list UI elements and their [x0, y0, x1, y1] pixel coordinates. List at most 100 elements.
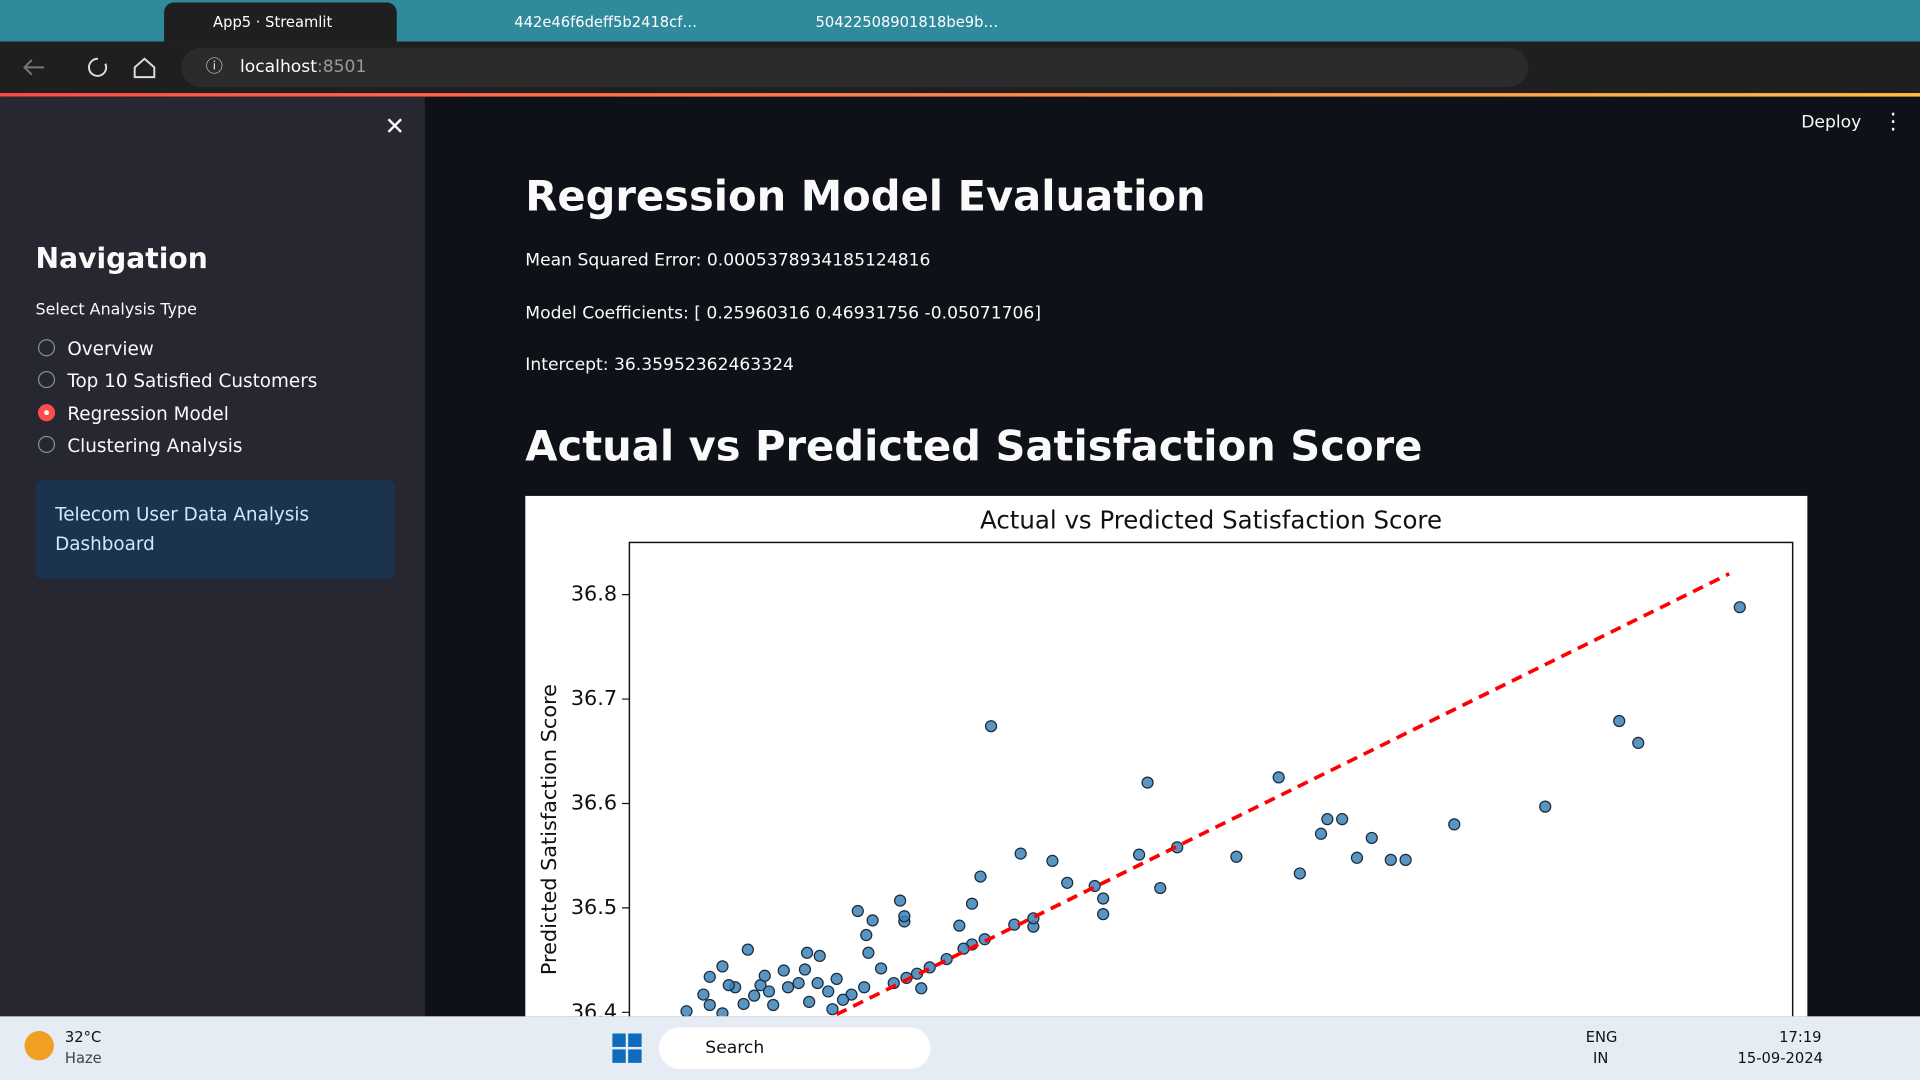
close-sidebar[interactable]: ✕ [384, 111, 406, 141]
scatter-point [1384, 853, 1397, 866]
scatter-point [1365, 831, 1378, 845]
metric-line: Mean Squared Error: 0.000537893418512481… [525, 251, 931, 271]
browser-tab[interactable]: App5 · Streamlit [164, 2, 397, 42]
radio-option[interactable]: Top 10 Satisfied Customers [36, 368, 318, 395]
scatter-point [1448, 818, 1461, 831]
deploy-button[interactable]: Deploy [1801, 112, 1862, 133]
scatter-point [1132, 848, 1146, 861]
scatter-point [965, 897, 979, 910]
scatter-point [758, 969, 771, 982]
scatter-point [798, 963, 812, 976]
scatter-point [716, 1007, 729, 1017]
menu-button[interactable]: ⋮ [1882, 108, 1905, 135]
scatter-point [1399, 853, 1412, 866]
radio-option[interactable]: Overview [36, 336, 154, 363]
scatter-point [1321, 813, 1334, 826]
scatter-point [915, 982, 928, 995]
taskbar: 32°C Haze Search ENG IN 17:19 15-09-2024 [0, 1016, 1920, 1080]
scatter-point [1097, 892, 1110, 905]
heading: Regression Model Evaluation [525, 172, 1206, 222]
scatter-point [1336, 813, 1349, 826]
scatter-point [1097, 908, 1110, 921]
y-tick-label: 36.4 [571, 999, 617, 1016]
radio-label: Select Analysis Type [35, 301, 197, 320]
weather-icon [24, 1031, 54, 1061]
scatter-point [1733, 601, 1746, 614]
scatter-point [741, 943, 754, 956]
scatter-point [860, 928, 873, 942]
scatter-point [792, 976, 805, 990]
clock-date: 15-09-2024 [1737, 1049, 1823, 1067]
browser-tab[interactable]: 50422508901818be9be9f0f4263 [815, 13, 1000, 31]
scatter-point [1141, 776, 1154, 789]
scatter-point [822, 985, 835, 998]
scatter-point [1632, 736, 1645, 750]
scatter-point [898, 910, 911, 923]
scatter-point [703, 970, 716, 983]
scatter-point [722, 979, 735, 992]
subheading: Actual vs Predicted Satisfaction Score [525, 422, 1423, 472]
radio-option[interactable]: Clustering Analysis [36, 432, 242, 459]
scatter-point [762, 985, 776, 998]
sidebar-title: Navigation [35, 243, 208, 276]
scatter-point [866, 914, 879, 927]
metric-line: Intercept: 36.35952362463324 [525, 355, 794, 375]
plot-frame [628, 541, 1794, 1017]
clock-time: 17:19 [1779, 1028, 1822, 1046]
info-icon: ⓘ [205, 57, 223, 78]
scatter-point [851, 904, 864, 918]
scatter-point [748, 989, 761, 1002]
scatter-point [716, 960, 729, 973]
scatter-point [697, 988, 710, 1001]
scatter-point [703, 998, 716, 1012]
tab-bar: App5 · Streamlit 442e46f6deff5b2418cfb8ad… [0, 0, 1920, 42]
app: ✕ Navigation Select Analysis Type Overvi… [0, 96, 1920, 1017]
scatter-point [874, 962, 888, 975]
language: ENG [1585, 1028, 1618, 1046]
nav-buttons[interactable] [20, 54, 167, 81]
scatter-point [1014, 847, 1027, 860]
scatter-point [1613, 714, 1626, 728]
scatter-point [767, 998, 780, 1012]
scatter-point [826, 1003, 839, 1016]
search-box[interactable]: Search [658, 1027, 931, 1069]
scatter-point [862, 946, 875, 959]
y-tick-label: 36.8 [571, 582, 617, 606]
url-bar[interactable]: ⓘ localhost:8501 [181, 47, 1529, 87]
start-button[interactable] [612, 1033, 643, 1064]
scatter-point [737, 997, 750, 1011]
search-label: Search [705, 1038, 765, 1058]
top-decoration [0, 93, 1920, 97]
scatter-point [1230, 850, 1243, 863]
info-box: Telecom User Data Analysis Dashboard [35, 480, 395, 580]
scatter-point [858, 981, 871, 994]
scatter-point [1314, 827, 1328, 840]
y-axis-label: Predicted Satisfaction Score [537, 684, 561, 975]
chart: Actual vs Predicted Satisfaction Score Pr… [525, 495, 1808, 1017]
scatter-point [811, 976, 824, 990]
scatter-point [813, 949, 826, 963]
scatter-point [781, 981, 795, 994]
address-row: ⓘ localhost:8501 [0, 41, 1920, 94]
weather-condition: Haze [64, 1049, 102, 1067]
scatter-point [680, 1005, 693, 1017]
scatter-point [1154, 881, 1167, 895]
y-tick-label: 36.7 [571, 686, 617, 710]
y-tick-label: 36.5 [571, 895, 617, 919]
scatter-point [836, 993, 850, 1006]
scatter-point [984, 720, 998, 733]
scatter-point [1350, 851, 1364, 864]
scatter-point [1293, 867, 1306, 880]
scatter-point [803, 995, 816, 1009]
scatter-point [1539, 800, 1552, 813]
scatter-point [953, 919, 966, 932]
browser-tab[interactable]: 442e46f6deff5b2418cfb8add9cf5 [514, 13, 698, 31]
chart-title: Actual vs Predicted Satisfaction Score [980, 506, 1442, 535]
scatter-point [974, 870, 987, 883]
scatter-point [1061, 876, 1074, 889]
radio-option[interactable]: Regression Model [36, 400, 229, 427]
reference-line [835, 572, 1731, 1017]
